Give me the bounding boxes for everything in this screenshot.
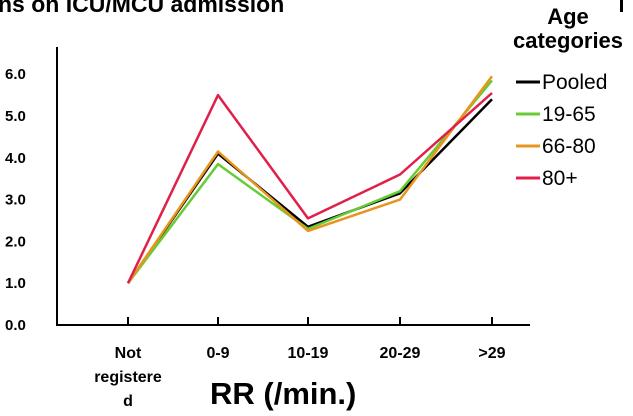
legend-title: categories (513, 28, 623, 53)
y-tick-label: 3.0 (5, 192, 26, 209)
x-tick-label: registere (94, 369, 162, 386)
series-lines (126, 75, 494, 284)
series-line-66-80 (126, 75, 494, 284)
series-line-Pooled (126, 98, 493, 284)
x-tick-label: 0-9 (206, 345, 229, 362)
legend-item-label: 19-65 (542, 103, 596, 126)
x-tick-label: d (123, 393, 133, 410)
x-axis-ticks: Not registere d 0-9 10-19 20-29 >29 (94, 317, 506, 410)
x-axis-label: RR (/min.) (210, 376, 356, 411)
x-tick-label: >29 (478, 345, 505, 362)
y-tick-label: 2.0 (5, 233, 26, 250)
y-tick-label: 5.0 (5, 108, 26, 125)
series-line-80- (126, 92, 493, 284)
x-tick-label: Not (115, 345, 142, 362)
legend-title: Age (547, 4, 589, 29)
y-tick-label: 6.0 (5, 66, 26, 83)
x-tick-label: 10-19 (288, 345, 329, 362)
legend-item-label: 80+ (542, 167, 578, 190)
legend-item-label: 66-80 (542, 135, 596, 158)
legend-item-label: Pooled (542, 71, 607, 94)
series-line-19-65 (127, 79, 493, 284)
y-tick-label: 4.0 (5, 150, 26, 167)
chart-title: ns on ICU/MCU admission (0, 0, 284, 17)
x-tick-label: 20-29 (380, 345, 421, 362)
title-edge-mark (620, 0, 623, 12)
y-axis-ticks: 0.0 1.0 2.0 3.0 4.0 5.0 6.0 (5, 66, 26, 334)
y-tick-label: 1.0 (5, 275, 26, 292)
y-tick-label: 0.0 (5, 317, 26, 334)
